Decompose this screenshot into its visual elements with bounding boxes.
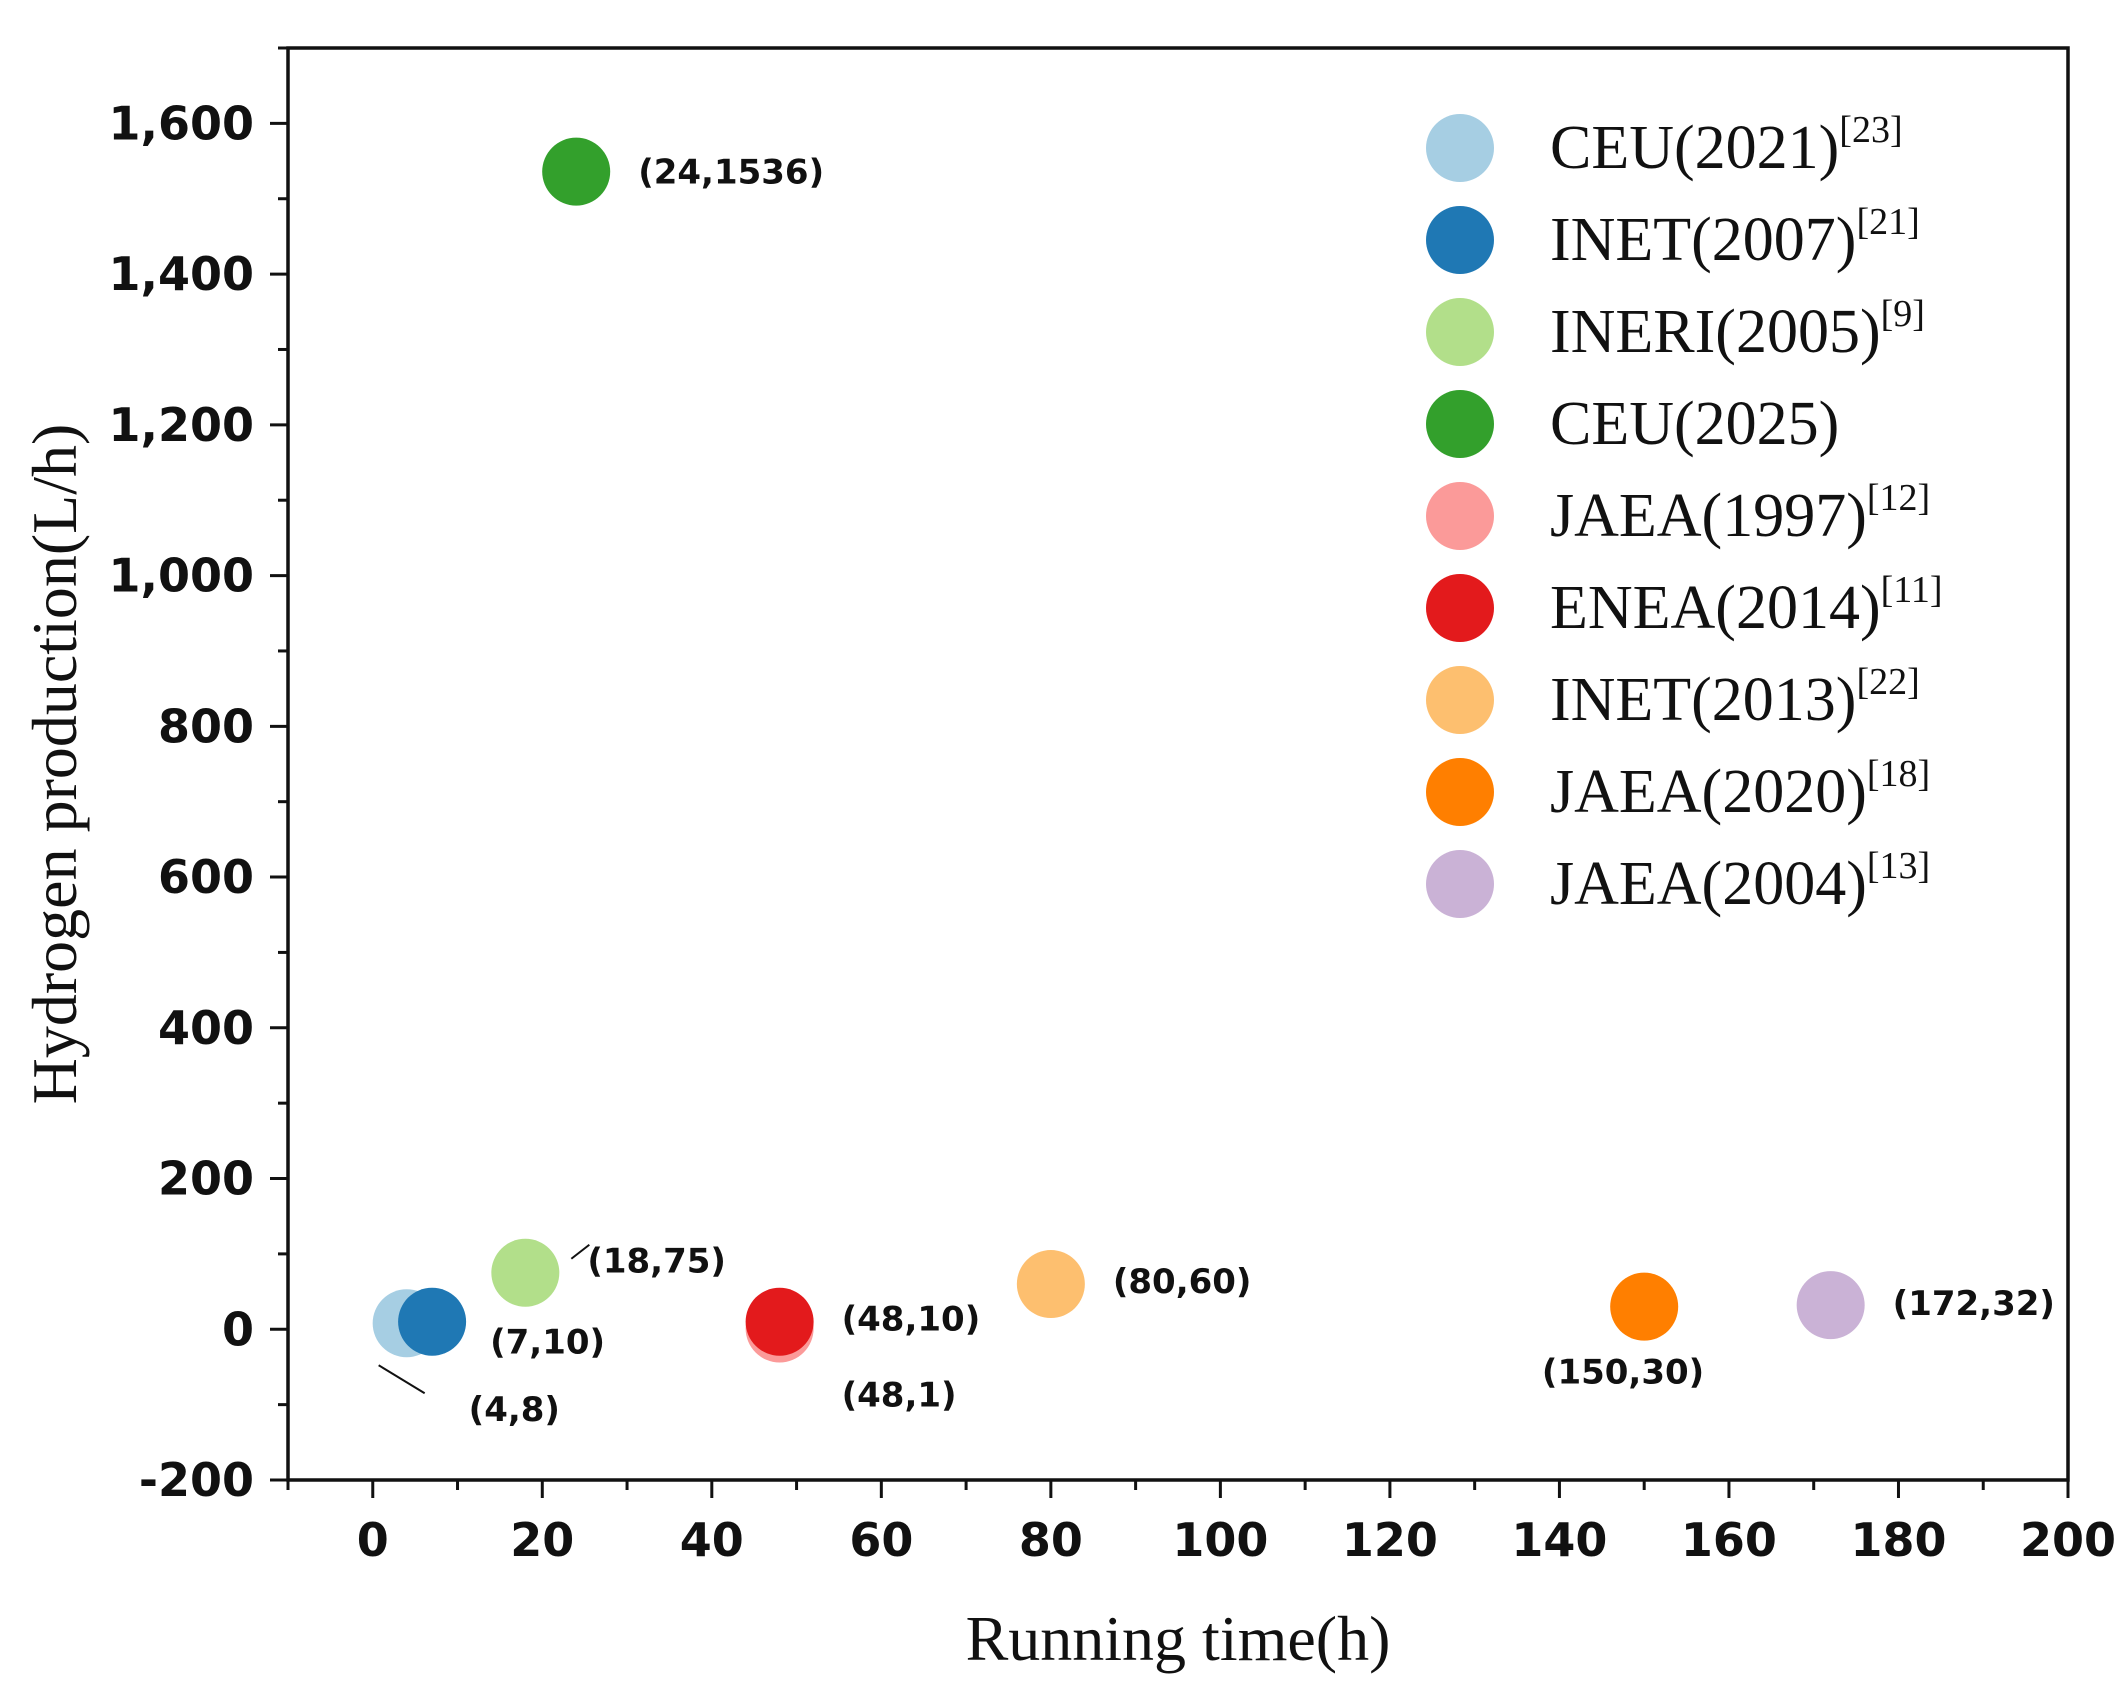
legend-name: JAEA(2020) [1550, 758, 1867, 826]
legend-item: CEU(2021)[23] [1426, 109, 1903, 182]
y-tick-label: 1,400 [108, 247, 254, 301]
legend-item: CEU(2025) [1426, 390, 1839, 458]
legend: CEU(2021)[23] INET(2007)[21] INERI(2005)[9… [1426, 109, 1943, 918]
legend-ref: [9] [1881, 293, 1925, 335]
plot-frame [286, 46, 2070, 1482]
legend-label: JAEA(1997)[12] [1550, 477, 1930, 550]
data-point [1796, 1271, 1865, 1340]
y-tick-label: 1,600 [108, 96, 254, 150]
legend-name: CEU(2021) [1550, 114, 1839, 182]
legend-name: JAEA(2004) [1550, 850, 1867, 918]
legend-item: INET(2007)[21] [1426, 201, 1920, 274]
y-tick-label: 600 [158, 850, 254, 904]
x-tick-label: 120 [1342, 1513, 1438, 1567]
data-label: (18,75) [587, 1242, 726, 1282]
label-leader-line [570, 1243, 590, 1260]
y-tick-label: 400 [158, 1001, 254, 1055]
legend-name: INET(2007) [1550, 206, 1856, 274]
legend-item: INET(2013)[22] [1426, 661, 1920, 734]
legend-marker [1426, 390, 1494, 458]
legend-label: INERI(2005)[9] [1550, 293, 1925, 366]
legend-label: JAEA(2020)[18] [1550, 753, 1930, 826]
y-axis: -200 0 200 400 600 800 1,000 1,200 1,400 1,600 [108, 46, 288, 1507]
x-tick-label: 180 [1850, 1513, 1946, 1567]
legend-name: ENEA(2014) [1550, 574, 1881, 642]
data-point [542, 137, 611, 206]
legend-marker [1426, 758, 1494, 826]
data-label: (150,30) [1542, 1353, 1704, 1393]
x-axis: 0 20 40 60 80 100 120 140 160 180 200 [286, 1480, 2116, 1567]
legend-item: JAEA(2020)[18] [1426, 753, 1930, 826]
legend-item: ENEA(2014)[11] [1426, 569, 1943, 642]
legend-marker [1426, 206, 1494, 274]
x-tick-label: 80 [1019, 1513, 1083, 1567]
legend-item: JAEA(1997)[12] [1426, 477, 1930, 550]
legend-ref: [21] [1856, 201, 1919, 243]
data-label: (24,1536) [638, 153, 824, 193]
legend-ref: [23] [1839, 109, 1902, 151]
legend-ref: [11] [1881, 569, 1943, 611]
y-tick-label: 1,200 [108, 398, 254, 452]
legend-label: INET(2007)[21] [1550, 201, 1920, 274]
legend-marker [1426, 114, 1494, 182]
y-tick-label: 1,000 [108, 549, 254, 603]
data-points [372, 137, 1865, 1363]
x-tick-label: 0 [357, 1513, 389, 1567]
data-point [398, 1287, 467, 1356]
data-point [745, 1287, 814, 1356]
x-tick-label: 160 [1681, 1513, 1777, 1567]
x-tick-label: 100 [1172, 1513, 1268, 1567]
legend-name: INET(2013) [1550, 666, 1856, 734]
y-axis-title: Hydrogen production(L/h) [19, 424, 90, 1105]
legend-marker [1426, 574, 1494, 642]
legend-label: CEU(2021)[23] [1550, 109, 1903, 182]
x-tick-label: 20 [510, 1513, 574, 1567]
legend-marker [1426, 298, 1494, 366]
legend-label: ENEA(2014)[11] [1550, 569, 1943, 642]
y-tick-label: -200 [139, 1453, 254, 1507]
x-tick-label: 40 [680, 1513, 744, 1567]
x-axis-title: Running time(h) [966, 1603, 1391, 1674]
legend-marker [1426, 482, 1494, 550]
legend-label: INET(2013)[22] [1550, 661, 1920, 734]
data-label: (80,60) [1113, 1262, 1252, 1302]
legend-name: JAEA(1997) [1550, 482, 1867, 550]
label-leader-line [378, 1364, 426, 1395]
data-label: (172,32) [1893, 1284, 2055, 1324]
legend-ref: [18] [1867, 753, 1930, 795]
legend-ref: [22] [1856, 661, 1919, 703]
data-label: (7,10) [490, 1323, 605, 1363]
data-point [1016, 1250, 1085, 1319]
x-tick-label: 60 [849, 1513, 913, 1567]
legend-label: CEU(2025) [1550, 390, 1839, 458]
data-label: (4,8) [469, 1390, 560, 1430]
y-tick-label: 0 [222, 1302, 254, 1356]
legend-item: JAEA(2004)[13] [1426, 845, 1930, 918]
legend-name: CEU(2025) [1550, 390, 1839, 458]
x-tick-label: 200 [2020, 1513, 2116, 1567]
data-point [491, 1238, 560, 1307]
y-tick-label: 200 [158, 1152, 254, 1206]
legend-ref: [12] [1867, 477, 1930, 519]
legend-marker [1426, 850, 1494, 918]
legend-name: INERI(2005) [1550, 298, 1881, 366]
y-tick-label: 800 [158, 699, 254, 753]
x-tick-label: 140 [1511, 1513, 1607, 1567]
legend-ref: [13] [1867, 845, 1930, 887]
data-point [1610, 1272, 1679, 1341]
legend-marker [1426, 666, 1494, 734]
data-labels: (4,8) (7,10) (18,75) (24,1536) (48,1) (48,10)… [378, 153, 2055, 1430]
data-label: (48,1) [842, 1376, 957, 1416]
data-label: (48,10) [842, 1300, 981, 1340]
legend-label: JAEA(2004)[13] [1550, 845, 1930, 918]
legend-item: INERI(2005)[9] [1426, 293, 1925, 366]
